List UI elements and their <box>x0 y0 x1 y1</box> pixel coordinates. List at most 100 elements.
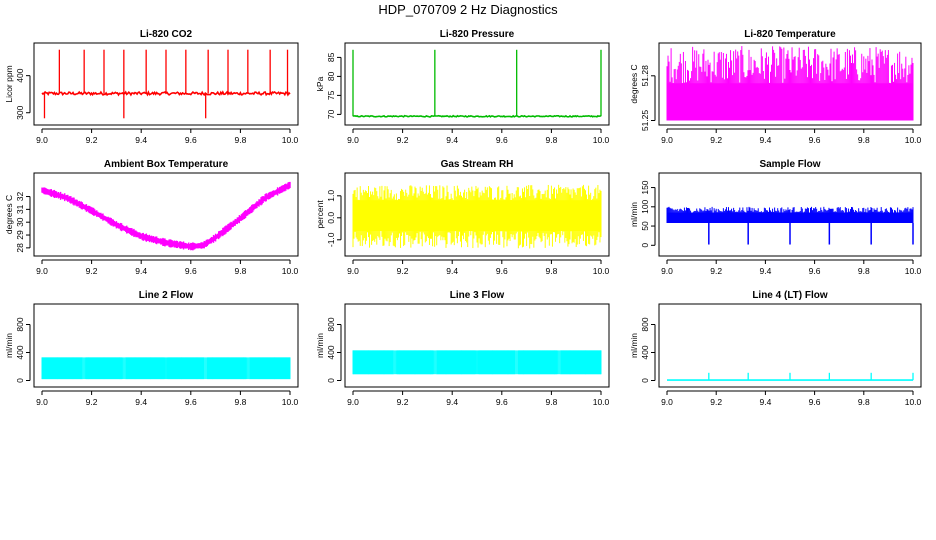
y-tick-label: 400 <box>640 345 650 359</box>
y-tick-label: 0 <box>640 243 650 248</box>
x-tick-label: 9.8 <box>234 397 246 407</box>
y-tick-label: 300 <box>15 105 25 119</box>
x-tick-label: 9.2 <box>86 266 98 276</box>
data-series <box>666 206 914 245</box>
y-tick-label: 150 <box>640 180 650 194</box>
x-tick-label: 10.0 <box>593 397 610 407</box>
chart-title: Gas Stream RH <box>441 159 514 170</box>
x-tick-label: 9.0 <box>347 266 359 276</box>
x-tick-label: 10.0 <box>282 266 299 276</box>
x-tick-label: 9.8 <box>545 397 557 407</box>
data-series <box>352 49 602 118</box>
x-tick-label: 10.0 <box>593 266 610 276</box>
x-tick-label: 9.4 <box>135 135 147 145</box>
y-axis-label: Licor ppm <box>4 65 14 102</box>
x-tick-label: 9.4 <box>446 266 458 276</box>
x-tick-label: 9.0 <box>661 397 673 407</box>
plot-frame <box>658 303 922 388</box>
plot-frame <box>344 42 610 126</box>
plot-frame <box>344 303 610 388</box>
chart-title: Line 3 Flow <box>450 290 505 301</box>
y-axis-label: ml/min <box>315 333 325 358</box>
y-tick-label: 800 <box>15 317 25 331</box>
x-tick-label: 9.6 <box>496 135 508 145</box>
x-tick-label: 9.2 <box>86 135 98 145</box>
y-tick-label: 50 <box>640 221 650 231</box>
chart-line2: Line 2 Flow ml/min 9.0 9.2 9.4 9.6 9.8 10.0 0 400… <box>4 290 299 407</box>
plot-frame <box>33 172 299 257</box>
y-tick-label: 0.0 <box>326 212 336 224</box>
y-tick-label: 400 <box>15 68 25 82</box>
x-tick-label: 9.4 <box>759 266 771 276</box>
data-series <box>41 49 291 119</box>
y-tick-label: 80 <box>326 71 336 81</box>
x-tick-label: 9.8 <box>234 266 246 276</box>
x-tick-label: 9.2 <box>397 397 409 407</box>
y-tick-label: 0 <box>640 378 650 383</box>
x-tick-label: 9.2 <box>710 397 722 407</box>
x-tick-label: 9.0 <box>347 135 359 145</box>
plot-frame <box>658 42 922 126</box>
x-tick-label: 9.2 <box>710 135 722 145</box>
data-series <box>352 184 602 249</box>
x-axis: 9.0 9.2 9.4 9.6 9.8 10.0 <box>36 128 299 145</box>
y-axis: 0 50 100 150 <box>640 180 656 248</box>
y-axis: -1.0 0.0 1.0 <box>326 190 342 247</box>
x-tick-label: 9.8 <box>234 135 246 145</box>
y-tick-label: 51.28 <box>640 65 650 87</box>
y-tick-label: 0 <box>15 378 25 383</box>
y-tick-label: 0 <box>326 378 336 383</box>
y-tick-label: -1.0 <box>326 232 336 247</box>
y-axis-label: kPa <box>315 76 325 91</box>
data-series <box>41 357 291 380</box>
y-axis-label: percent <box>315 200 325 229</box>
y-axis-label: degrees C <box>4 195 14 234</box>
x-tick-label: 9.4 <box>135 266 147 276</box>
x-tick-label: 9.6 <box>809 135 821 145</box>
x-tick-label: 10.0 <box>905 266 922 276</box>
x-tick-label: 9.8 <box>545 135 557 145</box>
data-series <box>352 350 602 375</box>
y-tick-label: 800 <box>640 317 650 331</box>
x-axis: 9.0 9.2 9.4 9.6 9.8 10.0 <box>347 259 610 276</box>
y-tick-label: 400 <box>326 345 336 359</box>
data-series <box>667 372 914 381</box>
y-axis-label: ml/min <box>4 333 14 358</box>
x-tick-label: 10.0 <box>282 135 299 145</box>
chart-title: Li-820 Pressure <box>440 29 515 40</box>
y-axis: 300 400 <box>15 68 31 120</box>
y-tick-label: 70 <box>326 109 336 119</box>
y-axis: 0 400 800 <box>640 317 656 383</box>
y-tick-label: 100 <box>640 199 650 213</box>
chart-title: Line 2 Flow <box>139 290 194 301</box>
x-tick-label: 9.4 <box>135 397 147 407</box>
x-tick-label: 10.0 <box>282 397 299 407</box>
x-tick-label: 9.4 <box>446 397 458 407</box>
x-tick-label: 9.0 <box>36 266 48 276</box>
chart-title: Sample Flow <box>759 159 820 170</box>
y-axis-label: ml/min <box>629 333 639 358</box>
x-tick-label: 9.6 <box>496 397 508 407</box>
x-axis: 9.0 9.2 9.4 9.6 9.8 10.0 <box>661 128 922 145</box>
data-series <box>666 46 914 121</box>
chart-title: Li-820 CO2 <box>140 29 193 40</box>
x-axis: 9.0 9.2 9.4 9.6 9.8 10.0 <box>36 390 299 407</box>
x-tick-label: 9.8 <box>858 135 870 145</box>
x-tick-label: 9.6 <box>185 266 197 276</box>
x-tick-label: 10.0 <box>905 397 922 407</box>
chart-line3: Line 3 Flow ml/min 9.0 9.2 9.4 9.6 9.8 10.0 0 400… <box>315 290 610 407</box>
y-tick-label: 800 <box>326 317 336 331</box>
y-axis-label: ml/min <box>629 202 639 227</box>
chart-title: Ambient Box Temperature <box>104 159 229 170</box>
x-tick-label: 9.6 <box>809 397 821 407</box>
chart-rh: Gas Stream RH percent 9.0 9.2 9.4 9.6 9.8 10.0 -… <box>315 159 610 276</box>
chart-title: Li-820 Temperature <box>744 29 836 40</box>
x-axis: 9.0 9.2 9.4 9.6 9.8 10.0 <box>36 259 299 276</box>
y-axis: 0 400 800 <box>326 317 342 383</box>
x-tick-label: 9.2 <box>397 266 409 276</box>
x-tick-label: 9.4 <box>446 135 458 145</box>
series-line <box>352 114 602 118</box>
x-tick-label: 9.0 <box>36 397 48 407</box>
y-tick-label: 400 <box>15 345 25 359</box>
